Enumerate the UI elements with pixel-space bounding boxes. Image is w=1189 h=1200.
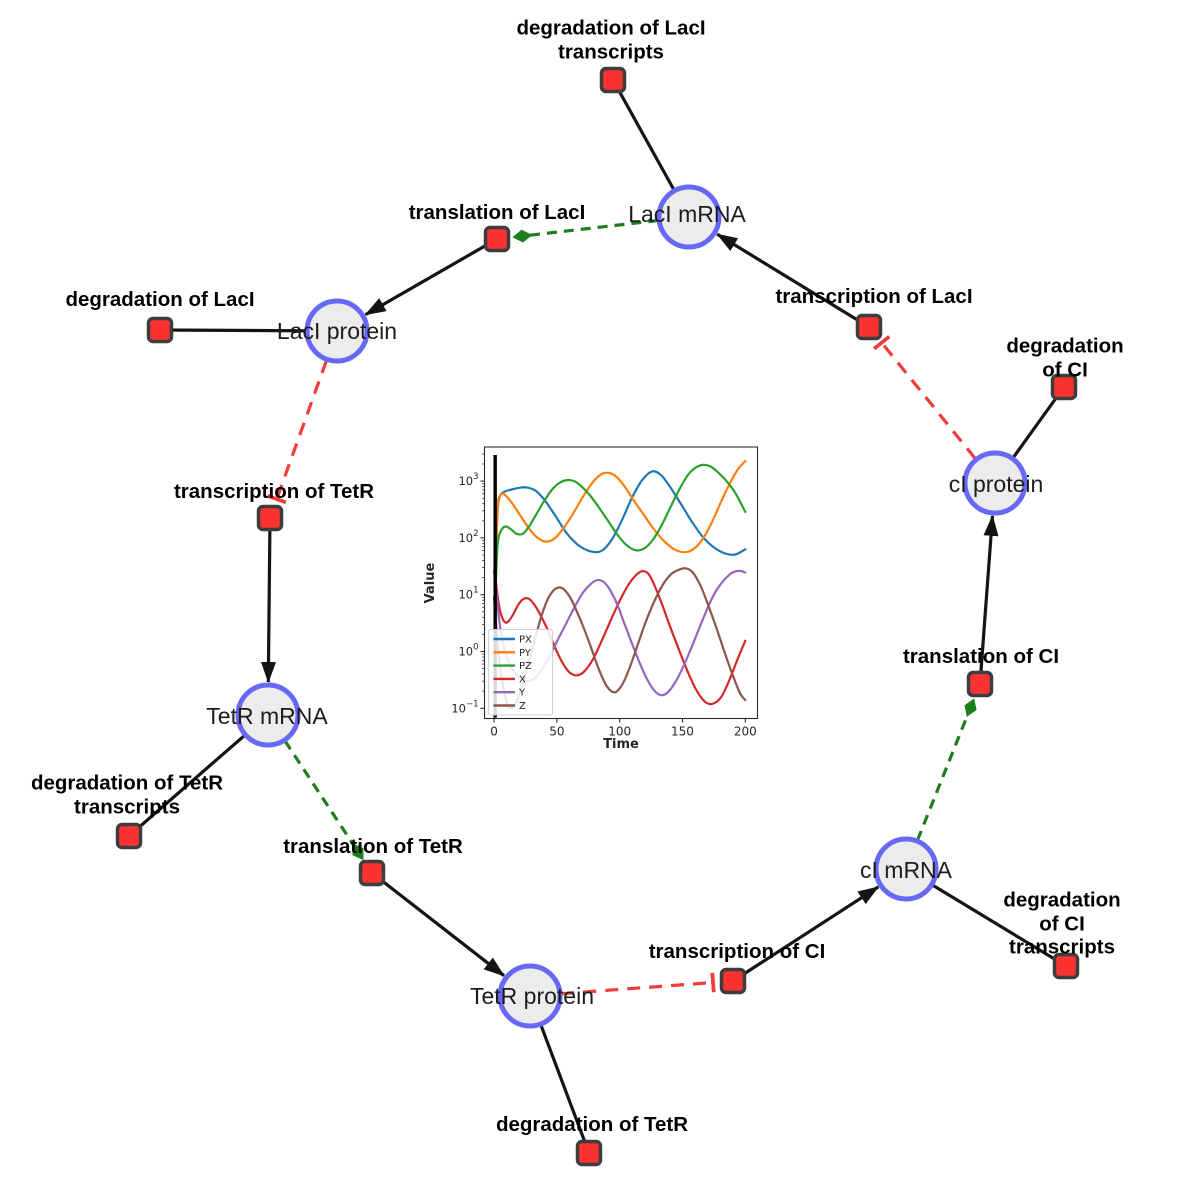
edge-modifier-tetr_mrna-transl_y [283,740,364,861]
node-species-ci_mrna[interactable] [873,836,939,902]
edge-modifier-laci_mrna-transl_x [512,218,659,243]
label-tetr_mrna: TetR mRNA [206,702,328,729]
legend-label: PY [519,648,532,659]
label-deg_py: degradation of TetR [495,1113,689,1137]
legend-label: X [519,674,526,685]
x-tick-label: 50 [549,725,564,739]
label-deg_px: degradation of LacI [65,288,255,312]
edge-production-transcr_y-tetr_mrna [261,517,277,683]
edge-production-transcr_z-ci_mrna [732,885,880,983]
edge-inhibition-tetr_protein-transcr_z [561,972,716,996]
node-reaction-transcr_x[interactable] [855,313,883,341]
y-tick-label: 102 [458,529,478,545]
x-tick-label: 150 [671,725,694,739]
chart-legend: PX PY PZ XYZ [488,629,553,716]
node-reaction-deg_px[interactable] [146,316,174,344]
edge-production-transl_z-ci_protein [978,514,999,685]
node-reaction-deg_pz[interactable] [1050,373,1078,401]
node-species-laci_mrna[interactable] [656,184,722,250]
edge-inhibition-ci_protein-transcr_x [872,335,977,460]
label-deg_x_tr: degradation of LacI transcripts [516,16,706,63]
node-species-tetr_mrna[interactable] [235,682,301,748]
label-laci_protein: LacI protein [276,317,398,344]
node-species-ci_protein[interactable] [962,450,1028,516]
legend-box [488,629,553,716]
series-PX-line [493,470,747,719]
label-deg_z_tr: degradation of CI transcripts [1003,888,1121,959]
legend-label: PX [519,635,532,646]
label-transcr_z: transcription of CI [648,940,826,964]
y-tick-label: 101 [458,586,478,602]
node-reaction-deg_z_tr[interactable] [1052,952,1080,980]
label-transl_x: translation of LacI [408,201,586,225]
series-PY-line [493,460,747,719]
label-deg_y_tr: degradation of TetR transcripts [30,771,224,818]
legend-label: PZ [519,661,532,672]
y-tick-label: 103 [458,472,478,488]
label-transl_y: translation of TetR [283,835,463,859]
edges-layer [127,79,1067,1154]
label-tetr_protein: TetR protein [469,982,595,1009]
x-tick-label: 0 [490,725,498,739]
label-ci_protein: cI protein [948,470,1044,497]
edge-modifier-ci_mrna-transl_z [916,698,977,841]
legend-label: Y [518,688,526,699]
label-transcr_x: transcription of LacI [775,285,973,309]
label-ci_mrna: cI mRNA [860,856,952,883]
node-reaction-transl_z[interactable] [966,670,994,698]
edge-production-transl_y-tetr_protein [371,871,505,977]
edge-production-transcr_x-laci_mrna [716,232,870,329]
y-tick-label: 100 [458,642,478,658]
label-transl_z: translation of CI [902,645,1060,669]
inset-chart: 0 50 100 150 20010−1100101102103TimeValuePXP… [423,446,759,752]
node-species-tetr_protein[interactable] [497,963,563,1029]
edge-production-transl_x-laci_protein [364,237,498,316]
y-tick-label: 10−1 [451,699,478,715]
series-X-line [492,569,747,706]
legend-label: Z [519,701,526,712]
edge-inhibition-laci_protein-transcr_y [266,360,328,505]
label-deg_pz: degradation of CI [1006,334,1124,381]
label-transcr_y: transcription of TetR [173,480,375,504]
nodes-layer [115,66,1080,1167]
axes-frame [483,446,759,720]
node-species-laci_protein[interactable] [304,298,370,364]
node-reaction-deg_y_tr[interactable] [115,822,143,850]
node-reaction-transl_x[interactable] [483,225,511,253]
node-reaction-transcr_z[interactable] [719,967,747,995]
node-reaction-deg_x_tr[interactable] [599,66,627,94]
node-reaction-transcr_y[interactable] [256,504,284,532]
y-axis-title: Value [423,562,438,603]
node-reaction-deg_py[interactable] [575,1139,603,1167]
series-PZ-line [493,463,747,719]
x-tick-label: 200 [734,725,757,739]
x-tick-label: 100 [608,725,631,739]
label-laci_mrna: LacI mRNA [628,200,746,227]
node-reaction-transl_y[interactable] [358,859,386,887]
x-axis-title: Time [603,737,639,752]
